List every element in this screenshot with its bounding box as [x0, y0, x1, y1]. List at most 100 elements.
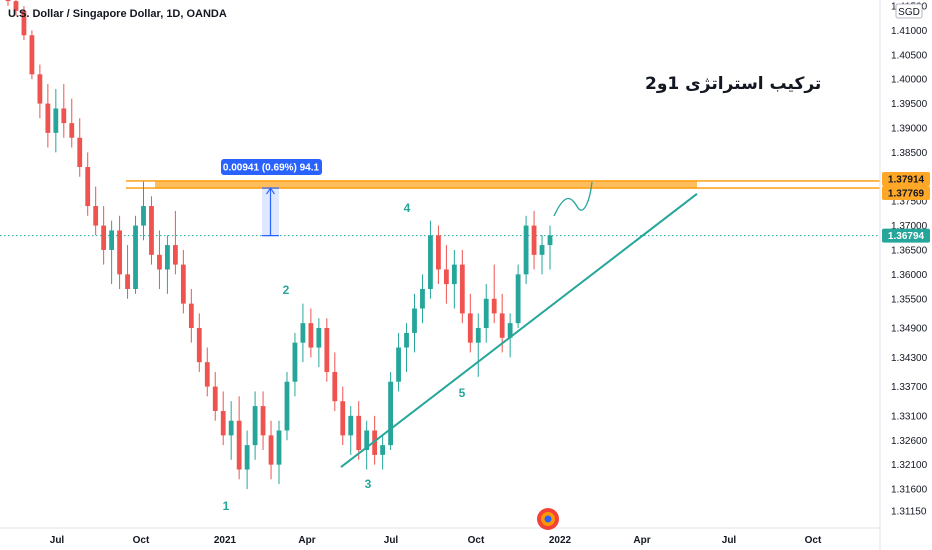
candle — [133, 215, 138, 294]
symbol-header: U.S. Dollar / Singapore Dollar, 1D, OAND… — [8, 8, 227, 20]
candle — [236, 396, 242, 480]
y-tick-label: 1.33100 — [891, 411, 928, 422]
candle — [125, 245, 130, 299]
annotation-title: ترکیب استراتژی 1و2 — [645, 74, 821, 94]
candle — [292, 332, 298, 397]
time-axis[interactable]: Jul Oct 2021 Apr Jul Oct 2022 Apr Jul Oct — [0, 527, 880, 546]
candle — [141, 181, 146, 241]
candle — [276, 420, 282, 485]
y-tick-label: 1.37500 — [891, 197, 928, 208]
svg-text:1.37769: 1.37769 — [888, 189, 925, 200]
candle — [244, 430, 250, 490]
candle — [380, 435, 386, 470]
svg-text:1.36794: 1.36794 — [888, 231, 925, 242]
y-tick-label: 1.40500 — [891, 50, 928, 61]
candle — [260, 391, 266, 451]
x-tick-label: Jul — [384, 535, 399, 546]
y-tick-label: 1.34300 — [891, 353, 928, 364]
candle — [77, 118, 83, 177]
candle — [491, 264, 497, 324]
candle — [316, 318, 322, 368]
candle — [340, 386, 346, 446]
x-tick-label: Jul — [50, 535, 65, 546]
candle — [428, 220, 433, 299]
candle — [29, 30, 35, 80]
y-tick-label: 1.39000 — [891, 123, 928, 134]
candle — [220, 391, 226, 446]
candle — [436, 225, 441, 285]
candle — [420, 274, 425, 324]
candle — [157, 230, 162, 289]
wave-label-3: 3 — [365, 477, 372, 491]
candle — [539, 235, 545, 275]
svg-text:1.37914: 1.37914 — [888, 174, 925, 185]
candle — [356, 401, 362, 460]
trendline[interactable] — [340, 193, 698, 468]
candle — [228, 401, 234, 460]
measure-tool[interactable]: 0.00941 (0.69%) 94.1 — [221, 159, 322, 175]
y-tick-label: 1.31600 — [891, 485, 928, 496]
candle — [404, 323, 409, 372]
price-tag: 1.37914 — [882, 171, 930, 186]
measure-label: 0.00941 (0.69%) 94.1 — [223, 163, 320, 174]
candle — [396, 332, 401, 392]
drawing-overlays: 1 2 3 4 5 — [223, 181, 698, 513]
y-tick-label: 1.33700 — [891, 382, 928, 393]
candle — [85, 152, 91, 216]
candle — [467, 293, 473, 353]
candle — [459, 249, 465, 324]
y-tick-label: 1.36000 — [891, 270, 928, 281]
y-tick-label: 1.41000 — [891, 26, 928, 37]
y-tick-label: 1.32600 — [891, 436, 928, 447]
tradingview-logo — [537, 508, 559, 530]
candle — [268, 420, 274, 480]
x-tick-label: 2021 — [214, 535, 237, 546]
candle — [188, 288, 194, 343]
x-tick-label: Apr — [633, 535, 650, 546]
candle — [37, 64, 43, 119]
x-tick-label: Jul — [722, 535, 737, 546]
candle — [109, 220, 115, 285]
candlestick-series — [5, 0, 553, 490]
x-tick-label: Oct — [133, 535, 150, 546]
x-tick-label: Apr — [298, 535, 315, 546]
candle — [69, 98, 75, 148]
x-tick-label: Oct — [468, 535, 485, 546]
candle — [348, 406, 354, 455]
candle — [443, 245, 449, 304]
wave-label-5: 5 — [459, 386, 466, 400]
candle — [5, 0, 11, 6]
price-tag: 1.37769 — [882, 186, 930, 201]
candle — [547, 225, 553, 270]
candle — [364, 420, 370, 470]
candle — [180, 249, 186, 314]
candle — [332, 352, 338, 411]
candle — [475, 313, 481, 377]
candle — [117, 215, 122, 289]
wave-label-1: 1 — [223, 499, 230, 513]
y-tick-label: 1.37000 — [891, 221, 928, 232]
y-tick-label: 1.34900 — [891, 324, 928, 335]
candle — [53, 88, 59, 153]
candle — [300, 303, 306, 363]
y-tick-label: 1.31150 — [891, 507, 927, 518]
y-tick-label: 1.39500 — [891, 99, 928, 110]
currency-box[interactable] — [895, 3, 923, 19]
candle — [212, 371, 218, 421]
price-axis[interactable]: 1.415001.410001.405001.400001.395001.390… — [879, 0, 930, 550]
candle — [61, 84, 67, 138]
candle — [324, 318, 330, 382]
measure-label-box — [221, 159, 322, 175]
x-tick-label: Oct — [805, 535, 822, 546]
candle — [515, 264, 521, 329]
y-tick-label: 1.36500 — [891, 245, 928, 256]
wave-label-4: 4 — [404, 201, 411, 215]
candle — [149, 196, 154, 265]
candle — [308, 308, 314, 358]
y-tick-label: 1.35500 — [891, 294, 928, 305]
candle — [165, 235, 170, 294]
candle — [172, 210, 178, 275]
y-tick-label: 1.38500 — [891, 148, 928, 159]
candle — [196, 313, 202, 372]
